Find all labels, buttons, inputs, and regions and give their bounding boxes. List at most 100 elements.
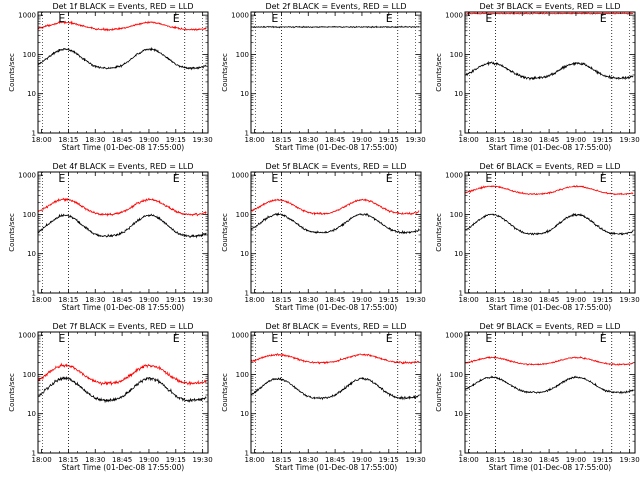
y-tick-label: 1000 [445,332,463,340]
x-axis-label: Start Time (01-Dec-08 17:55:00) [62,303,184,312]
x-tick-label: 18:00 [31,456,51,464]
x-tick-label: 18:15 [485,296,505,304]
chart-title: Det 3f BLACK = Events, RED = LLD [479,2,620,11]
x-tick-label: 18:45 [112,456,132,464]
x-tick-label: 19:30 [620,296,640,304]
x-tick-label: 19:00 [352,136,372,144]
x-tick-label: 18:45 [112,296,132,304]
y-tick-label: 100 [23,371,36,379]
event-marker-label: E [600,172,607,185]
x-tick-label: 19:00 [352,296,372,304]
x-tick-label: 18:00 [244,136,264,144]
event-marker-label: E [485,12,492,25]
y-tick-label: 10 [27,90,36,98]
series-line [251,352,420,365]
y-tick-label: 100 [23,51,36,59]
y-tick-label: 1 [32,290,36,298]
x-tick-label: 18:30 [85,296,105,304]
y-axis-label: Counts/sec [8,373,16,412]
y-tick-label: 100 [23,211,36,219]
y-tick-label: 100 [236,211,249,219]
x-tick-label: 19:30 [193,456,213,464]
x-tick-label: 19:15 [379,296,399,304]
y-tick-label: 100 [450,51,463,59]
series-line [251,212,420,235]
chart-title: Det 2f BLACK = Events, RED = LLD [265,2,406,11]
series-group [251,25,420,29]
y-tick-label: 10 [240,90,249,98]
y-tick-label: 10 [454,410,463,418]
y-tick-label: 10 [240,410,249,418]
x-tick-label: 19:00 [139,136,159,144]
y-tick-label: 1000 [445,172,463,180]
series-line [38,213,207,239]
x-tick-label: 19:30 [193,136,213,144]
y-axis-label: Counts/sec [435,213,443,252]
x-tick-label: 19:15 [593,456,613,464]
series-line [465,60,634,81]
x-tick-label: 18:30 [512,296,532,304]
x-tick-label: 18:15 [485,136,505,144]
series-group [38,362,207,404]
y-tick-label: 100 [450,211,463,219]
x-tick-label: 18:00 [458,456,478,464]
y-axis-label: Counts/sec [8,53,16,92]
series-line [251,25,420,29]
plot-frame [37,171,209,294]
x-tick-label: 18:45 [539,136,559,144]
x-tick-label: 18:30 [85,456,105,464]
x-tick-label: 18:30 [512,456,532,464]
x-tick-label: 18:00 [458,136,478,144]
series-line [251,198,420,216]
event-marker-label: E [58,172,65,185]
series-line [38,197,207,217]
plot-frame [464,11,636,134]
event-marker-label: E [58,12,65,25]
series-line [465,355,634,366]
x-tick-label: 18:00 [31,136,51,144]
chart-title: Det 9f BLACK = Events, RED = LLD [479,322,620,331]
x-tick-label: 18:30 [85,136,105,144]
x-tick-label: 19:30 [193,296,213,304]
plot-frame [464,171,636,294]
series-group [251,198,420,235]
x-tick-label: 18:45 [325,296,345,304]
y-tick-label: 1000 [231,172,249,180]
x-tick-label: 19:30 [406,456,426,464]
x-tick-label: 18:15 [271,456,291,464]
x-tick-label: 19:15 [166,456,186,464]
event-marker-label: E [386,332,393,345]
x-axis-label: Start Time (01-Dec-08 17:55:00) [489,303,611,312]
x-tick-label: 18:45 [325,136,345,144]
plot-frame [37,11,209,134]
x-tick-label: 19:00 [566,136,586,144]
x-axis-label: Start Time (01-Dec-08 17:55:00) [275,143,397,152]
series-group [38,20,207,71]
x-tick-label: 19:15 [379,136,399,144]
chart-title: Det 6f BLACK = Events, RED = LLD [479,162,620,171]
plot-frame [250,11,422,134]
chart-title: Det 8f BLACK = Events, RED = LLD [265,322,406,331]
y-tick-label: 10 [27,410,36,418]
event-marker-label: E [600,332,607,345]
x-tick-label: 19:30 [620,136,640,144]
series-group [465,185,634,236]
x-tick-label: 19:00 [139,456,159,464]
event-marker-label: E [58,332,65,345]
plot-frame [37,331,209,454]
y-tick-label: 1 [459,450,463,458]
y-tick-label: 1000 [445,12,463,20]
y-tick-label: 10 [27,250,36,258]
x-tick-label: 19:15 [593,136,613,144]
x-tick-label: 18:30 [298,296,318,304]
y-tick-label: 100 [236,371,249,379]
event-marker-label: E [271,12,278,25]
x-tick-label: 19:15 [166,136,186,144]
